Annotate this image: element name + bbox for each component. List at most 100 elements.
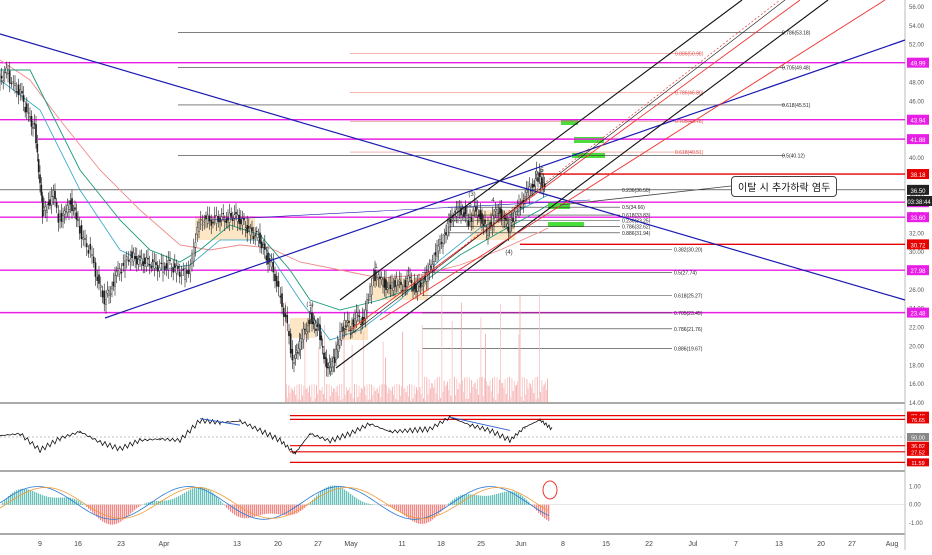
- candle-body: [240, 219, 241, 223]
- macd-histogram-bar: [252, 505, 253, 517]
- candle-body: [360, 324, 361, 325]
- candle-body: [325, 357, 326, 358]
- candle-body: [48, 202, 49, 205]
- volume-bar: [391, 391, 392, 402]
- macd-histogram-bar: [402, 505, 403, 514]
- macd-histogram-bar: [338, 486, 339, 504]
- macd-histogram-bar: [30, 490, 31, 505]
- candle-body: [496, 210, 497, 216]
- candle-body: [280, 296, 281, 297]
- volume-bar: [380, 397, 381, 402]
- macd-histogram-bar: [448, 503, 449, 504]
- macd-histogram-bar: [116, 505, 117, 524]
- volume-bar: [302, 396, 303, 402]
- candle-body: [304, 329, 305, 330]
- candle-body: [18, 85, 19, 95]
- x-tick-label: 16: [74, 541, 82, 548]
- candle-body: [108, 291, 109, 296]
- macd-histogram-bar: [80, 502, 81, 505]
- volume-bar: [346, 387, 347, 402]
- candle-body: [450, 219, 451, 223]
- candle-body: [171, 267, 172, 268]
- volume-bar: [495, 400, 496, 402]
- macd-histogram-bar: [192, 488, 193, 504]
- volume-bar: [467, 377, 468, 402]
- volume-bar: [397, 384, 398, 402]
- volume-bar: [301, 385, 302, 402]
- candle-body: [278, 281, 279, 286]
- volume-bar: [317, 394, 318, 402]
- volume-bar: [458, 389, 459, 402]
- candle-body: [49, 200, 50, 206]
- volume-bar: [354, 384, 355, 402]
- candle-body: [511, 221, 512, 223]
- volume-bar: [343, 399, 344, 402]
- volume-bar: [399, 384, 400, 402]
- macd-histogram-bar: [348, 492, 349, 504]
- macd-histogram-bar: [54, 498, 55, 505]
- candle-body: [39, 175, 40, 183]
- candle-body: [42, 196, 43, 217]
- candle-body: [242, 219, 243, 226]
- wave-label: (2): [342, 326, 349, 332]
- x-tick-label: Aug: [886, 541, 899, 548]
- volume-bar: [400, 396, 401, 402]
- macd-histogram-bar: [362, 502, 363, 505]
- volume-bar: [410, 401, 411, 402]
- price-tag-label: 23.48: [910, 312, 926, 318]
- candle-body: [338, 345, 339, 351]
- macd-histogram-bar: [38, 494, 39, 505]
- volume-bar: [322, 387, 323, 402]
- candle-body: [43, 207, 44, 210]
- fib-level-label: 0.705(23.45): [674, 311, 703, 317]
- volume-bar: [303, 386, 304, 402]
- macd-histogram-bar: [272, 505, 273, 514]
- candle-body: [3, 80, 4, 82]
- wave-label: (4): [505, 250, 512, 256]
- candle-body: [144, 258, 145, 264]
- x-tick-label: Jul: [689, 541, 698, 548]
- x-tick-label: May: [344, 541, 358, 548]
- macd-histogram-bar: [78, 501, 79, 505]
- volume-bar: [316, 385, 317, 402]
- volume-bar: [307, 388, 308, 402]
- candle-body: [378, 275, 379, 278]
- candle-body: [288, 331, 289, 336]
- candle-body: [354, 319, 355, 325]
- volume-bar: [385, 358, 386, 402]
- y-tick-label: 18.00: [909, 363, 925, 369]
- macd-histogram-bar: [278, 505, 279, 515]
- candle-body: [45, 207, 46, 211]
- macd-histogram-bar: [180, 495, 181, 505]
- volume-bar: [474, 384, 475, 402]
- candle-body: [267, 253, 268, 264]
- macd-histogram-bar: [126, 505, 127, 517]
- volume-bar: [310, 397, 311, 402]
- volume-bar: [349, 387, 350, 402]
- candle-body: [487, 224, 488, 236]
- candle-body: [512, 218, 513, 221]
- candle-body: [258, 237, 259, 240]
- candle-body: [442, 243, 443, 246]
- macd-histogram-bar: [344, 490, 345, 505]
- price-tag-label: 43.94: [910, 119, 926, 125]
- volume-bar: [505, 379, 506, 402]
- candle-body: [356, 313, 357, 321]
- candle-body: [396, 278, 397, 286]
- macd-histogram-bar: [434, 505, 435, 518]
- y-tick-label: 32.00: [909, 231, 925, 237]
- volume-bar: [353, 398, 354, 402]
- candle-body: [111, 287, 112, 289]
- macd-histogram-bar: [120, 505, 121, 522]
- macd-histogram-bar: [226, 505, 227, 508]
- macd-histogram-bar: [536, 505, 537, 511]
- macd-histogram-bar: [324, 488, 325, 504]
- macd-histogram-bar: [420, 505, 421, 524]
- macd-histogram-bar: [132, 505, 133, 512]
- candle-body: [483, 224, 484, 226]
- fib-level-label: 0.236(36.50): [622, 188, 651, 194]
- volume-bar: [464, 378, 465, 402]
- candle-body: [334, 357, 335, 363]
- candle-body: [509, 219, 510, 232]
- volume-bar: [287, 397, 288, 402]
